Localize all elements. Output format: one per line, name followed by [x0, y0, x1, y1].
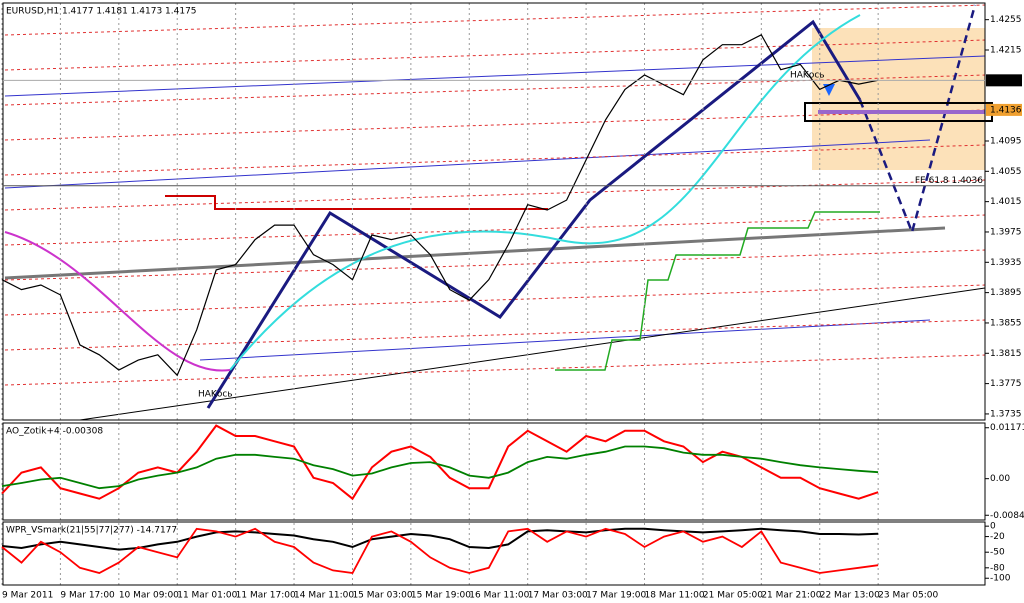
x-tick-label: 16 Mar 11:00 [469, 591, 529, 601]
channel-line [4, 109, 986, 141]
trend-line [4, 226, 946, 280]
y-tick-label: 1.3895 [990, 288, 1022, 298]
indicator-line [1, 527, 879, 551]
x-tick-label: 18 Mar 11:00 [645, 591, 705, 601]
y-tick-label: 1.4255 [990, 15, 1022, 25]
channel-line [4, 214, 986, 246]
x-tick-label: 22 Mar 13:00 [820, 591, 880, 601]
channel-line [4, 4, 986, 36]
panel-frame [2, 521, 986, 586]
y-tick-label: 1.4215 [990, 46, 1022, 56]
annotation: HAKось [790, 71, 825, 81]
stop-line [555, 211, 880, 371]
y-tick-label: 1.4015 [990, 197, 1022, 207]
channel-line [4, 249, 986, 281]
level-line [165, 195, 548, 210]
x-tick-label: 21 Mar 05:00 [703, 591, 763, 601]
y-tick-label: 1.3815 [990, 349, 1022, 359]
indicator-line [1, 527, 879, 574]
x-tick-label: 14 Mar 11:00 [294, 591, 354, 601]
channel-line [4, 39, 986, 71]
y-tick-label: 1.3775 [990, 379, 1022, 389]
last-price-label: 1.4175 [990, 76, 1022, 86]
channel-line [4, 144, 986, 176]
y-tick-label: 1.3855 [990, 318, 1022, 328]
channel-line [4, 354, 986, 386]
zigzag [206, 19, 862, 409]
channel-line [4, 284, 986, 316]
x-tick-label: 15 Mar 03:00 [352, 591, 412, 601]
x-tick-label: 15 Mar 19:00 [411, 591, 471, 601]
x-tick-label: 9 Mar 2011 [2, 591, 53, 601]
x-tick-label: 17 Mar 03:00 [528, 591, 588, 601]
channel-line [4, 179, 986, 211]
y-tick-label: 1.3935 [990, 258, 1022, 268]
channel-line [199, 319, 931, 361]
x-tick-label: 11 Mar 01:00 [177, 591, 237, 601]
trend-line [79, 287, 986, 421]
y-tick-label: 1.4095 [990, 136, 1022, 146]
y-tick-label: 0.00 [990, 474, 1010, 484]
x-tick-label: 11 Mar 17:00 [236, 591, 296, 601]
channel-line [4, 139, 931, 189]
y-tick-label: -0.00841 [990, 511, 1024, 521]
y-tick-label: 1.3735 [990, 409, 1022, 419]
level-tag-label: 1.4136 [990, 105, 1022, 115]
channel-line [4, 55, 986, 97]
panel-frame [2, 422, 986, 521]
moving-average [229, 14, 861, 371]
x-tick-label: 17 Mar 19:00 [586, 591, 646, 601]
panel-title: EURUSD,H1 1.4177 1.4181 1.4173 1.4175 [6, 7, 197, 17]
x-tick-label: 21 Mar 21:00 [761, 591, 821, 601]
y-tick-label: -20 [990, 532, 1005, 542]
price-line [1, 34, 879, 377]
fe-label: FE 61.8 1.4036 [915, 176, 983, 186]
fib-zone [812, 28, 985, 170]
y-tick-label: 1.4055 [990, 167, 1022, 177]
y-tick-label: -50 [990, 548, 1005, 558]
panel-title: WPR_VSmark(21|55|77|277) -14.7177 [6, 526, 177, 536]
x-tick-label: 23 Mar 05:00 [878, 591, 938, 601]
panel-frame [2, 2, 986, 421]
indicator-line [1, 424, 879, 501]
annotation: HAKось [198, 390, 233, 400]
y-tick-label: 1.3975 [990, 227, 1022, 237]
moving-average [4, 231, 231, 372]
x-tick-label: 10 Mar 09:00 [119, 591, 179, 601]
y-tick-label: 0 [990, 522, 996, 532]
x-tick-label: 9 Mar 17:00 [60, 591, 115, 601]
y-tick-label: -100 [990, 574, 1011, 584]
y-tick-label: -80 [990, 563, 1005, 573]
y-tick-label: 0.01171 [990, 423, 1024, 433]
last-price-tag [986, 74, 1022, 87]
panel-title: AO_Zotik+4 -0.00308 [6, 427, 103, 437]
indicator-line [1, 445, 879, 490]
channel-line [4, 319, 986, 351]
drawings [4, 4, 993, 421]
level-tag [986, 103, 1022, 116]
